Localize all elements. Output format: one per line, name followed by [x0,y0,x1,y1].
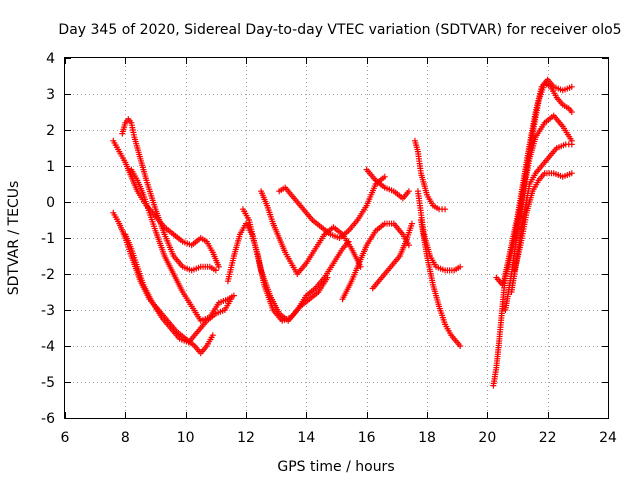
series-track-15 [417,217,464,349]
x-tick-label: 22 [539,430,557,446]
x-tick-label: 14 [297,430,315,446]
x-tick-label: 12 [237,430,255,446]
series-track-10 [339,220,412,303]
x-tick-label: 10 [177,430,195,446]
data-point [209,332,216,339]
x-axis-title: GPS time / hours [277,459,394,475]
data-point [457,263,464,270]
series-track-7 [239,206,352,324]
series-track-11 [363,166,412,202]
data-point [212,267,219,274]
series-track-5 [128,166,237,324]
x-tick-label: 20 [478,430,496,446]
x-tick-label: 24 [599,430,617,446]
x-tick-labels: 6 8 10 12 14 16 18 20 22 24 [61,430,617,446]
data-point [442,206,449,213]
series-track-20 [511,170,575,274]
data-point [381,173,388,180]
series-track-12 [369,220,415,292]
data-point [568,83,575,90]
data-point [408,220,415,227]
data-point [405,188,412,195]
series-track-2 [119,116,219,274]
y-tick-label: -6 [41,411,55,427]
series-track-17 [493,80,575,288]
data-point [230,292,237,299]
series-track-1 [110,137,222,270]
x-tick-label: 8 [121,430,130,446]
data-point [215,263,222,270]
y-tick-label: -2 [41,267,55,283]
plot-frame [64,57,609,419]
y-tick-labels: 4 3 2 1 0 -1 -2 -3 -4 -5 -6 [41,51,55,427]
data-point [568,141,575,148]
y-tick-label: 2 [46,123,55,139]
data-point [457,343,464,349]
y-tick-label: -4 [41,339,55,355]
x-tick-label: 6 [61,430,70,446]
y-tick-label: -5 [41,375,55,391]
data-series [110,76,575,389]
axis-ticks [65,58,609,419]
y-tick-label: -1 [41,231,55,247]
data-point [568,109,575,115]
y-axis-title: SDTVAR / TECUs [6,181,22,296]
y-tick-label: 3 [46,87,55,103]
y-tick-label: 1 [46,159,55,175]
y-tick-label: -3 [41,303,55,319]
data-point [568,170,575,177]
grid [65,58,608,418]
x-tick-label: 16 [358,430,376,446]
x-tick-label: 18 [418,430,436,446]
series-track-9 [276,173,388,241]
chart-title: Day 345 of 2020, Sidereal Day-to-day VTE… [58,22,621,38]
series-track-13 [411,137,449,213]
y-tick-label: 4 [46,51,55,67]
y-tick-label: 0 [46,195,55,211]
